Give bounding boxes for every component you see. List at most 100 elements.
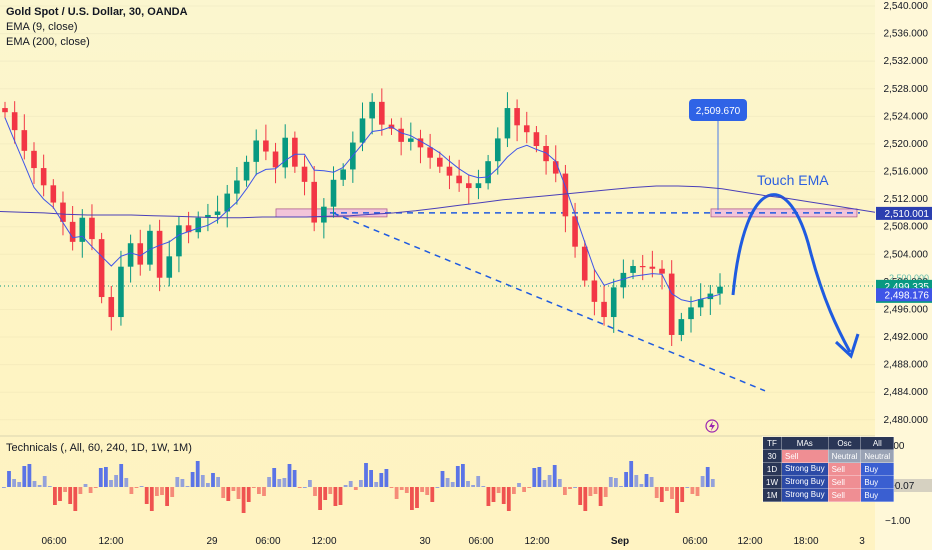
technicals-bar xyxy=(200,475,205,487)
technicals-bar xyxy=(506,487,511,511)
row-all: Buy xyxy=(860,462,895,476)
technicals-bar xyxy=(649,477,654,487)
ema200-tag xyxy=(876,206,932,220)
technicals-bar xyxy=(410,487,414,510)
time-tick-label: 12:00 xyxy=(524,536,549,547)
row-osc: Neutral xyxy=(827,449,862,463)
candle-body xyxy=(523,125,530,133)
candle-body xyxy=(127,243,134,267)
technicals-bar xyxy=(241,487,246,513)
candle-body xyxy=(185,225,192,233)
technicals-title[interactable]: Technicals (, All, 60, 240, 1D, 1W, 1M) xyxy=(6,442,192,454)
technicals-bar xyxy=(221,487,226,498)
price-tick-label: 2,484.000 xyxy=(884,387,929,398)
candle-body xyxy=(504,108,511,139)
row-tf: 1W xyxy=(762,475,782,489)
technicals-bar xyxy=(7,471,11,487)
ema-fast-legend[interactable]: EMA (9, close) xyxy=(6,21,78,33)
time-tick-label: 3 xyxy=(859,536,865,547)
lightning-icon[interactable] xyxy=(705,419,719,433)
technicals-bar xyxy=(246,487,251,502)
technicals-bar xyxy=(359,480,363,487)
technicals-bar xyxy=(32,481,37,487)
technicals-bar xyxy=(573,487,577,488)
candle-body xyxy=(301,166,308,182)
technicals-bar xyxy=(155,487,159,496)
candle-body xyxy=(562,173,569,217)
technicals-bar xyxy=(73,487,78,511)
candle-body xyxy=(610,287,617,318)
th-all: All xyxy=(860,436,895,450)
technicals-bar xyxy=(236,487,241,499)
technicals-bar xyxy=(63,487,67,492)
technicals-table: TF MAs Osc All 30 Sell Neutral Neutral 1… xyxy=(762,436,895,502)
row-tf: 1M xyxy=(762,488,782,502)
technicals-bar xyxy=(654,487,659,498)
candle-body xyxy=(475,183,482,189)
price-tick-label: 2,512.000 xyxy=(884,194,929,205)
technicals-bar xyxy=(98,468,103,487)
symbol-title[interactable]: Gold Spot / U.S. Dollar, 30, OANDA xyxy=(6,6,188,18)
time-tick-label: 18:00 xyxy=(793,536,818,547)
candle-body xyxy=(668,273,675,335)
technicals-bar xyxy=(58,487,62,501)
technicals-bar xyxy=(695,487,700,496)
candle-body xyxy=(31,150,37,169)
technicals-bar xyxy=(675,487,679,513)
technicals-bar xyxy=(532,468,537,487)
row-all: Buy xyxy=(860,488,895,502)
technicals-bar xyxy=(302,487,307,488)
technicals-bar xyxy=(114,475,118,487)
technicals-bar xyxy=(318,487,322,510)
ema200-line xyxy=(0,185,876,219)
th-mas: MAs xyxy=(781,436,829,450)
candle-body xyxy=(11,112,18,131)
technicals-bar xyxy=(598,487,603,506)
technicals-bar xyxy=(272,468,277,487)
candle-body xyxy=(707,293,714,300)
technicals-bar xyxy=(583,487,588,511)
technicals-bar xyxy=(593,487,598,494)
candle-body xyxy=(108,297,115,318)
candle-body xyxy=(214,211,221,215)
candle-body xyxy=(253,140,260,162)
candle-body xyxy=(330,179,337,207)
time-tick-label: 06:00 xyxy=(255,536,280,547)
price-tick-label: 2,504.000 xyxy=(884,249,929,260)
technicals-bar xyxy=(420,487,424,492)
technicals-bar xyxy=(710,479,715,487)
candle-body xyxy=(205,214,211,218)
time-tick-label: Sep xyxy=(611,536,629,547)
candle-body xyxy=(234,180,240,194)
row-all: Buy xyxy=(860,475,895,489)
row-tf: 1D xyxy=(762,462,782,476)
technicals-bar xyxy=(430,487,435,502)
candle-body xyxy=(398,128,404,142)
technicals-bar xyxy=(639,484,644,487)
technicals-bar xyxy=(471,485,475,487)
price-bubble-text: 2,509.670 xyxy=(696,106,741,117)
candle-body xyxy=(263,140,269,152)
candle-body xyxy=(446,166,453,176)
technicals-bar xyxy=(17,482,22,487)
technicals-bar xyxy=(665,487,669,491)
candle-body xyxy=(465,183,472,189)
candle-body xyxy=(717,286,723,294)
ema-slow-legend[interactable]: EMA (200, close) xyxy=(6,36,90,48)
technicals-bar xyxy=(282,478,287,487)
candle-body xyxy=(79,217,86,242)
ema200-tag-text: 2,510.001 xyxy=(885,209,930,220)
technicals-bar xyxy=(129,487,134,494)
technicals-bar xyxy=(139,486,144,487)
technicals-bar xyxy=(486,487,491,506)
technicals-histogram xyxy=(2,461,715,513)
technicals-bar xyxy=(27,464,32,487)
candle-body xyxy=(659,268,665,274)
tech-axis-label: −0.07 xyxy=(889,481,915,492)
th-osc: Osc xyxy=(827,436,862,450)
candle-body xyxy=(340,169,346,180)
candle-body xyxy=(417,138,424,148)
candle-body xyxy=(137,243,144,265)
row-osc: Sell xyxy=(827,488,862,502)
